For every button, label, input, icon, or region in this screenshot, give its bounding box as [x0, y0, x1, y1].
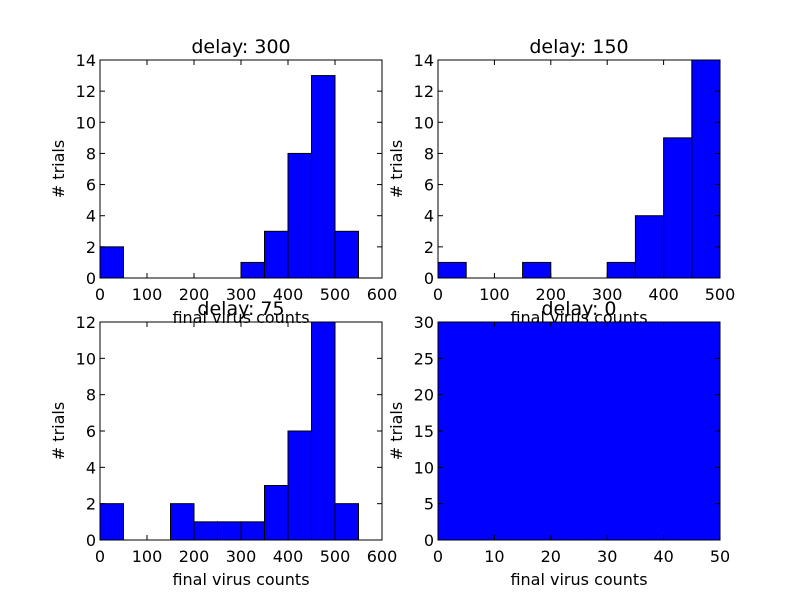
subplot-4: 0 10 20 30 40 50 0 5 10 15 20 25 30 final virus count… — [387, 298, 730, 589]
y-tick-label: 12 — [76, 82, 96, 101]
histogram-bar — [437, 261, 467, 279]
histogram-bar — [691, 59, 721, 279]
y-tick-label: 5 — [424, 495, 434, 514]
y-tick-label: 4 — [86, 207, 96, 226]
histogram-bar — [99, 246, 124, 279]
subplot-title: delay: 150 — [529, 36, 628, 58]
y-tick-label: 0 — [86, 531, 96, 550]
y-tick-label: 4 — [424, 207, 434, 226]
histogram-bar — [663, 137, 693, 279]
y-tick-label: 20 — [414, 386, 434, 405]
x-tick-label: 0 — [95, 285, 105, 304]
x-tick-label: 0 — [433, 547, 443, 566]
x-tick-label: 200 — [179, 285, 210, 304]
y-axis-label: # trials — [387, 140, 406, 198]
x-tick-label: 500 — [320, 547, 351, 566]
y-tick-label: 6 — [86, 176, 96, 195]
x-tick-label: 50 — [710, 547, 730, 566]
x-tick-label: 400 — [273, 547, 304, 566]
subplot-3: 0 100 200 300 400 500 600 0 2 4 6 8 10 12 final virus … — [49, 298, 397, 589]
y-tick-label: 2 — [86, 495, 96, 514]
x-tick-label: 300 — [592, 285, 623, 304]
y-tick-label: 2 — [86, 238, 96, 257]
y-tick-label: 10 — [414, 113, 434, 132]
y-tick-label: 10 — [414, 458, 434, 477]
x-axis-label: final virus counts — [172, 570, 309, 589]
y-tick-label: 12 — [76, 313, 96, 332]
x-axis-label: final virus counts — [510, 570, 647, 589]
x-tick-label: 500 — [705, 285, 736, 304]
subplot-title: delay: 300 — [191, 36, 290, 58]
x-tick-label: 200 — [536, 285, 567, 304]
x-tick-label: 500 — [320, 285, 351, 304]
y-tick-label: 8 — [424, 144, 434, 163]
x-tick-label: 10 — [484, 547, 504, 566]
subplot-title: delay: 75 — [197, 298, 284, 320]
histogram-bar — [240, 261, 265, 279]
y-tick-label: 10 — [76, 349, 96, 368]
y-axis-label: # trials — [387, 402, 406, 460]
x-tick-label: 0 — [433, 285, 443, 304]
y-tick-label: 4 — [86, 458, 96, 477]
y-tick-label: 8 — [86, 386, 96, 405]
histogram-bar — [170, 503, 195, 541]
y-tick-label: 0 — [424, 269, 434, 288]
histogram-bar — [217, 521, 242, 541]
y-axis-label: # trials — [49, 140, 68, 198]
histogram-bar — [311, 75, 336, 279]
y-axis-label: # trials — [49, 402, 68, 460]
y-tick-label: 2 — [424, 238, 434, 257]
x-tick-label: 30 — [597, 547, 617, 566]
y-tick-label: 30 — [414, 313, 434, 332]
y-tick-label: 0 — [424, 531, 434, 550]
y-tick-label: 10 — [76, 113, 96, 132]
x-tick-label: 600 — [367, 285, 398, 304]
histogram-bar — [311, 321, 336, 541]
histogram-bar — [287, 152, 312, 279]
histogram-bar — [287, 430, 312, 541]
histogram-bar — [437, 321, 721, 541]
histogram-bar — [522, 261, 552, 279]
y-tick-label: 6 — [86, 422, 96, 441]
x-tick-label: 400 — [273, 285, 304, 304]
x-tick-label: 200 — [179, 547, 210, 566]
y-tick-label: 25 — [414, 349, 434, 368]
y-tick-label: 8 — [86, 144, 96, 163]
y-tick-label: 14 — [76, 51, 96, 70]
subplot-title: delay: 0 — [541, 298, 616, 320]
histogram-bar — [606, 261, 636, 279]
x-tick-label: 300 — [226, 547, 257, 566]
y-tick-label: 12 — [414, 82, 434, 101]
histogram-bar — [99, 503, 124, 541]
histogram-bar — [240, 521, 265, 541]
y-tick-label: 0 — [86, 269, 96, 288]
y-tick-label: 14 — [414, 51, 434, 70]
histogram-bar — [334, 230, 359, 279]
x-tick-label: 20 — [541, 547, 561, 566]
x-tick-label: 300 — [226, 285, 257, 304]
histogram-bar — [634, 215, 665, 279]
axes-frame — [437, 59, 721, 279]
x-tick-label: 600 — [367, 547, 398, 566]
histogram-bar — [264, 485, 289, 541]
x-tick-label: 0 — [95, 547, 105, 566]
histogram-bar — [193, 521, 218, 541]
histogram-bar — [334, 503, 359, 541]
x-tick-label: 100 — [132, 285, 163, 304]
x-tick-label: 100 — [479, 285, 510, 304]
y-tick-label: 6 — [424, 176, 434, 195]
x-tick-label: 40 — [653, 547, 673, 566]
x-tick-label: 400 — [648, 285, 679, 304]
x-tick-label: 100 — [132, 547, 163, 566]
y-tick-label: 15 — [414, 422, 434, 441]
histogram-bar — [264, 230, 289, 279]
